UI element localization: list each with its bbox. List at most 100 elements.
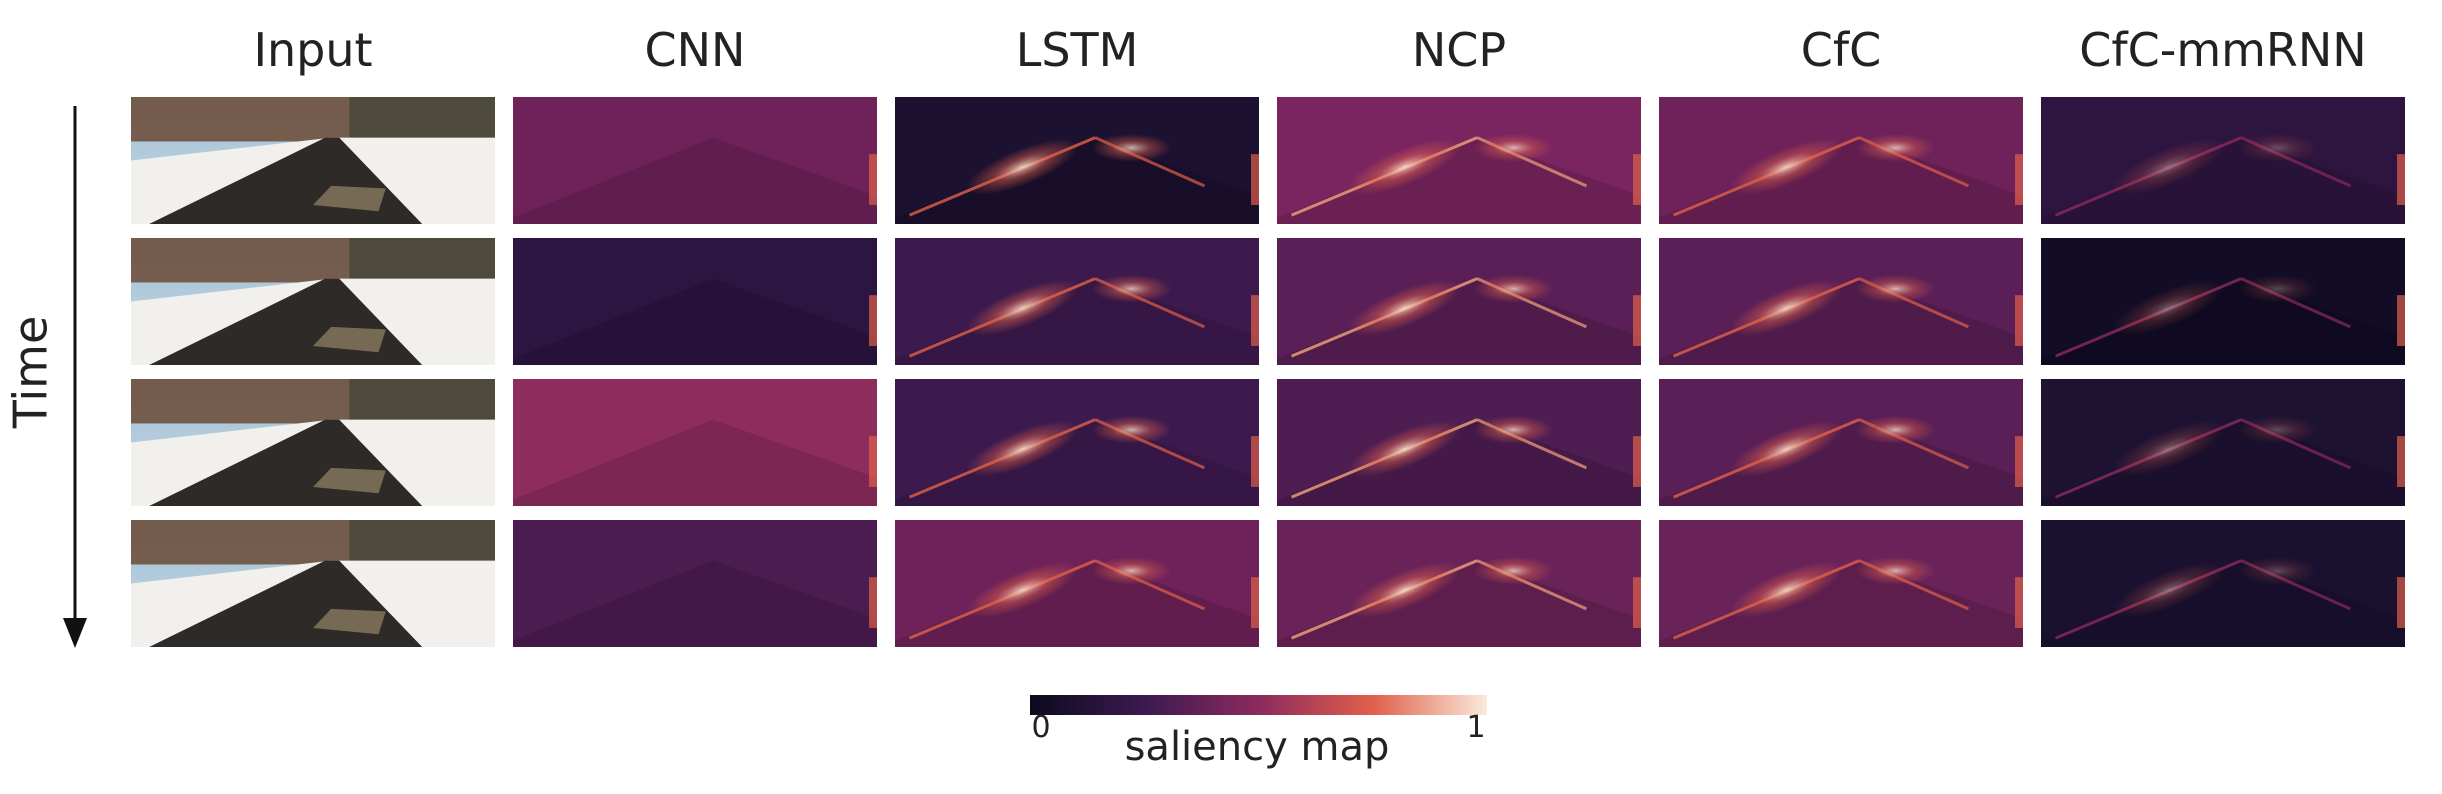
saliency-base	[895, 520, 1259, 647]
saliency-base	[513, 520, 877, 647]
edge-glow	[869, 295, 877, 346]
hotspot	[1091, 274, 1172, 303]
edge-glow	[2397, 577, 2405, 628]
edge-glow	[2015, 577, 2023, 628]
road-shadow	[1659, 137, 2023, 224]
hotspot	[1730, 279, 1843, 336]
image-tile	[895, 379, 1259, 506]
hotspot	[966, 561, 1079, 618]
image-tile	[1659, 97, 2023, 224]
image-tile	[895, 97, 1259, 224]
column-header: Input	[253, 23, 372, 77]
saliency-base	[1277, 520, 1641, 647]
road-shadow	[1277, 137, 1641, 224]
saliency-base	[895, 238, 1259, 365]
hotspot	[1855, 274, 1936, 303]
saliency-base	[1659, 238, 2023, 365]
hotspot	[2237, 556, 2318, 585]
road-shadow	[2041, 560, 2405, 647]
patch	[313, 467, 386, 494]
edge-glow	[2397, 436, 2405, 487]
road-shadow	[1277, 419, 1641, 506]
hotspot	[1473, 133, 1554, 162]
image-tile	[513, 97, 877, 224]
hotspot	[966, 138, 1079, 195]
image-tile	[1659, 520, 2023, 647]
image-tile	[1659, 238, 2023, 365]
image-tile	[895, 238, 1259, 365]
saliency-base	[513, 238, 877, 365]
edge-glow	[2397, 295, 2405, 346]
edge-glow	[869, 577, 877, 628]
image-tile	[1277, 238, 1641, 365]
road-shadow	[1659, 278, 2023, 365]
hotspot	[1473, 274, 1554, 303]
image-tile	[1659, 379, 2023, 506]
saliency-base	[2041, 97, 2405, 224]
column-header: CfC	[1801, 23, 1881, 77]
hotspot	[966, 279, 1079, 336]
saliency-base	[2041, 379, 2405, 506]
colorbar-label: saliency map	[1125, 724, 1390, 770]
hotspot	[1348, 561, 1461, 618]
saliency-base	[1659, 520, 2023, 647]
edge-glow	[869, 436, 877, 487]
hotspot	[1730, 420, 1843, 477]
arrow-head	[63, 618, 87, 648]
edge-glow	[869, 154, 877, 205]
image-tile	[131, 97, 495, 224]
road-shadow	[2041, 278, 2405, 365]
patch	[313, 326, 386, 353]
edge-glow	[1251, 295, 1259, 346]
patch	[313, 185, 386, 212]
saliency-base	[2041, 520, 2405, 647]
road-shadow	[895, 419, 1259, 506]
hotspot	[1855, 415, 1936, 444]
saliency-base	[513, 379, 877, 506]
trees-right	[349, 97, 495, 142]
hotspot	[1091, 415, 1172, 444]
image-tile	[2041, 379, 2405, 506]
saliency-base	[1277, 379, 1641, 506]
hotspot	[2237, 415, 2318, 444]
edge-glow	[2015, 436, 2023, 487]
road-shadow	[895, 137, 1259, 224]
road-shadow	[513, 419, 877, 506]
saliency-base	[1277, 238, 1641, 365]
road-shadow	[1659, 419, 2023, 506]
edge-glow	[2015, 295, 2023, 346]
image-tile	[2041, 520, 2405, 647]
hotspot	[1348, 279, 1461, 336]
colorbar-max: 1	[1466, 710, 1485, 745]
hotspot	[1091, 133, 1172, 162]
colorbar-min: 0	[1031, 710, 1050, 745]
hotspot	[2112, 138, 2225, 195]
hotspot	[1348, 138, 1461, 195]
hotspot	[966, 420, 1079, 477]
image-grid	[131, 97, 2405, 647]
colorbar	[1030, 695, 1487, 715]
trees-right	[349, 379, 495, 424]
hotspot	[1473, 556, 1554, 585]
road-shadow	[1659, 560, 2023, 647]
saliency-base	[1277, 97, 1641, 224]
road-shadow	[513, 278, 877, 365]
hotspot	[2237, 133, 2318, 162]
image-tile	[131, 520, 495, 647]
image-tile	[131, 379, 495, 506]
hotspot	[1855, 133, 1936, 162]
column-header: LSTM	[1016, 23, 1139, 77]
image-tile	[2041, 97, 2405, 224]
saliency-base	[2041, 238, 2405, 365]
edge-glow	[1251, 577, 1259, 628]
saliency-base	[895, 97, 1259, 224]
edge-glow	[1633, 436, 1641, 487]
road-shadow	[513, 560, 877, 647]
edge-glow	[1633, 577, 1641, 628]
saliency-base	[1659, 379, 2023, 506]
image-tile	[513, 238, 877, 365]
road-shadow	[513, 137, 877, 224]
hotspot	[2112, 279, 2225, 336]
image-tile	[513, 520, 877, 647]
